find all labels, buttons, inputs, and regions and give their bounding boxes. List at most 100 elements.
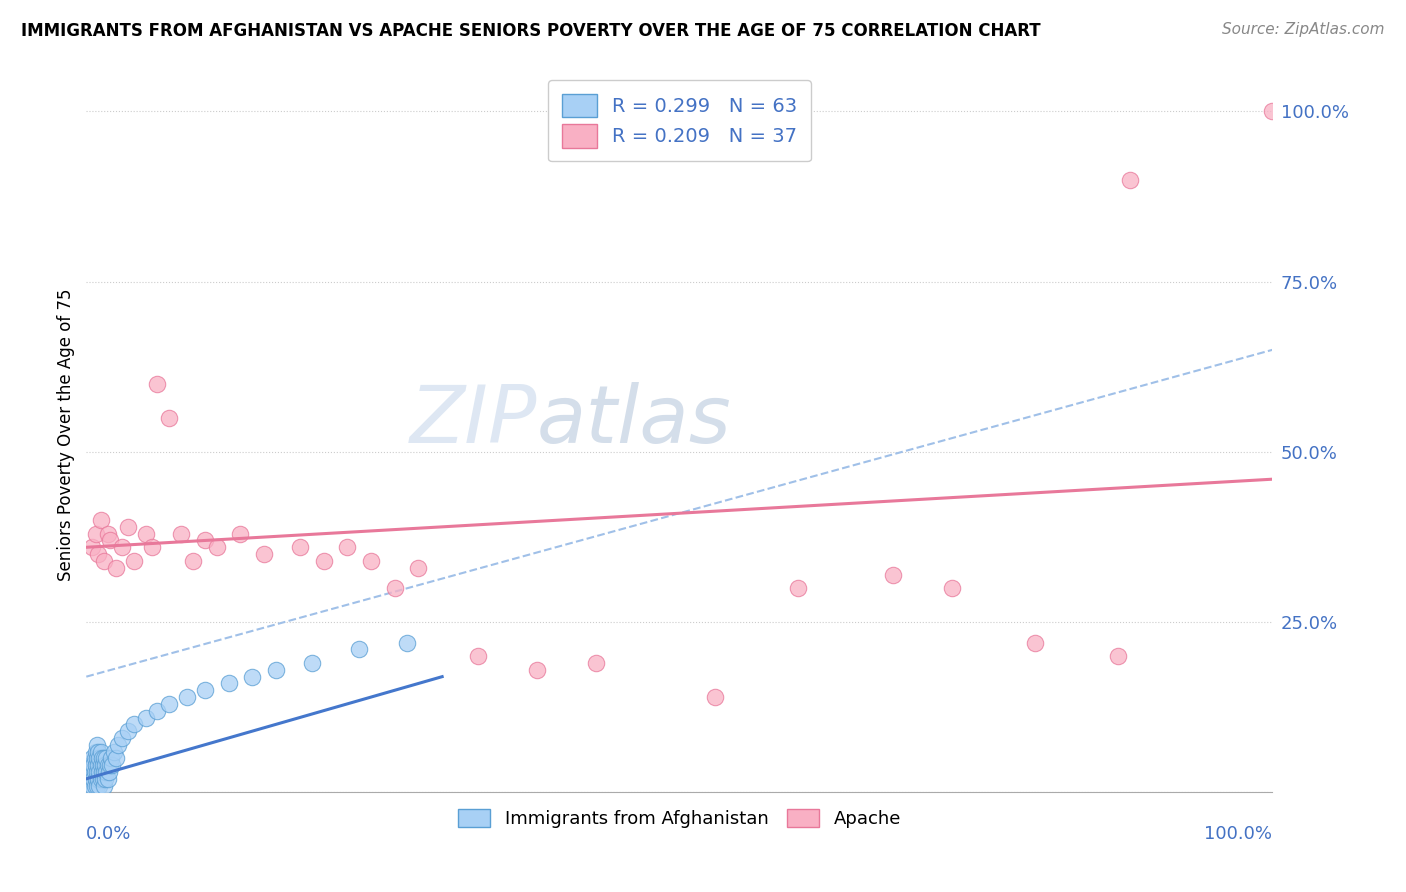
Point	[91, 772, 114, 786]
Point	[176, 690, 198, 704]
Point	[384, 581, 406, 595]
Point	[135, 710, 157, 724]
Text: ZIP: ZIP	[409, 382, 537, 459]
Point	[77, 772, 100, 786]
Point	[122, 717, 145, 731]
Point	[82, 764, 104, 779]
Point	[194, 683, 217, 698]
Point	[1107, 649, 1129, 664]
Point	[395, 635, 418, 649]
Point	[146, 376, 169, 391]
Point	[347, 642, 370, 657]
Point	[82, 751, 104, 765]
Point	[1119, 172, 1142, 186]
Point	[97, 526, 120, 541]
Point	[93, 779, 115, 793]
Point	[288, 541, 311, 555]
Point	[98, 533, 121, 548]
Point	[82, 541, 104, 555]
Point	[264, 663, 287, 677]
Point	[101, 758, 124, 772]
Point	[111, 731, 134, 745]
Point	[86, 751, 108, 765]
Point	[218, 676, 240, 690]
Text: IMMIGRANTS FROM AFGHANISTAN VS APACHE SENIORS POVERTY OVER THE AGE OF 75 CORRELA: IMMIGRANTS FROM AFGHANISTAN VS APACHE SE…	[21, 22, 1040, 40]
Point	[90, 764, 112, 779]
Point	[141, 541, 163, 555]
Point	[84, 758, 107, 772]
Point	[80, 758, 103, 772]
Point	[93, 554, 115, 568]
Point	[91, 758, 114, 772]
Point	[408, 560, 430, 574]
Point	[111, 541, 134, 555]
Point	[79, 764, 101, 779]
Point	[87, 772, 110, 786]
Point	[1024, 635, 1046, 649]
Point	[80, 772, 103, 786]
Point	[89, 745, 111, 759]
Text: Source: ZipAtlas.com: Source: ZipAtlas.com	[1222, 22, 1385, 37]
Point	[146, 704, 169, 718]
Text: 0.0%: 0.0%	[86, 824, 132, 843]
Point	[941, 581, 963, 595]
Text: 100.0%: 100.0%	[1205, 824, 1272, 843]
Point	[97, 772, 120, 786]
Point	[882, 567, 904, 582]
Point	[253, 547, 276, 561]
Point	[89, 772, 111, 786]
Point	[98, 758, 121, 772]
Point	[96, 764, 118, 779]
Point	[83, 751, 105, 765]
Point	[312, 554, 335, 568]
Point	[97, 764, 120, 779]
Point	[467, 649, 489, 664]
Point	[82, 779, 104, 793]
Y-axis label: Seniors Poverty Over the Age of 75: Seniors Poverty Over the Age of 75	[58, 289, 75, 582]
Point	[79, 779, 101, 793]
Point	[704, 690, 727, 704]
Point	[336, 541, 359, 555]
Point	[170, 526, 193, 541]
Legend: Immigrants from Afghanistan, Apache: Immigrants from Afghanistan, Apache	[449, 799, 910, 837]
Point	[82, 772, 104, 786]
Point	[90, 751, 112, 765]
Point	[84, 745, 107, 759]
Point	[89, 764, 111, 779]
Point	[87, 745, 110, 759]
Point	[360, 554, 382, 568]
Point	[229, 526, 252, 541]
Point	[89, 758, 111, 772]
Point	[103, 745, 125, 759]
Point	[87, 758, 110, 772]
Point	[205, 541, 228, 555]
Point	[89, 779, 111, 793]
Point	[94, 772, 117, 786]
Point	[104, 560, 127, 574]
Point	[86, 738, 108, 752]
Point	[526, 663, 548, 677]
Point	[96, 751, 118, 765]
Point	[1261, 104, 1284, 119]
Point	[84, 772, 107, 786]
Point	[585, 656, 607, 670]
Point	[117, 724, 139, 739]
Point	[181, 554, 204, 568]
Point	[83, 779, 105, 793]
Point	[83, 764, 105, 779]
Point	[86, 779, 108, 793]
Point	[89, 513, 111, 527]
Point	[104, 751, 127, 765]
Point	[87, 547, 110, 561]
Point	[787, 581, 810, 595]
Point	[89, 751, 111, 765]
Point	[135, 526, 157, 541]
Point	[82, 758, 104, 772]
Point	[240, 670, 263, 684]
Point	[157, 411, 180, 425]
Point	[117, 520, 139, 534]
Point	[301, 656, 323, 670]
Point	[194, 533, 217, 548]
Point	[93, 751, 115, 765]
Point	[157, 697, 180, 711]
